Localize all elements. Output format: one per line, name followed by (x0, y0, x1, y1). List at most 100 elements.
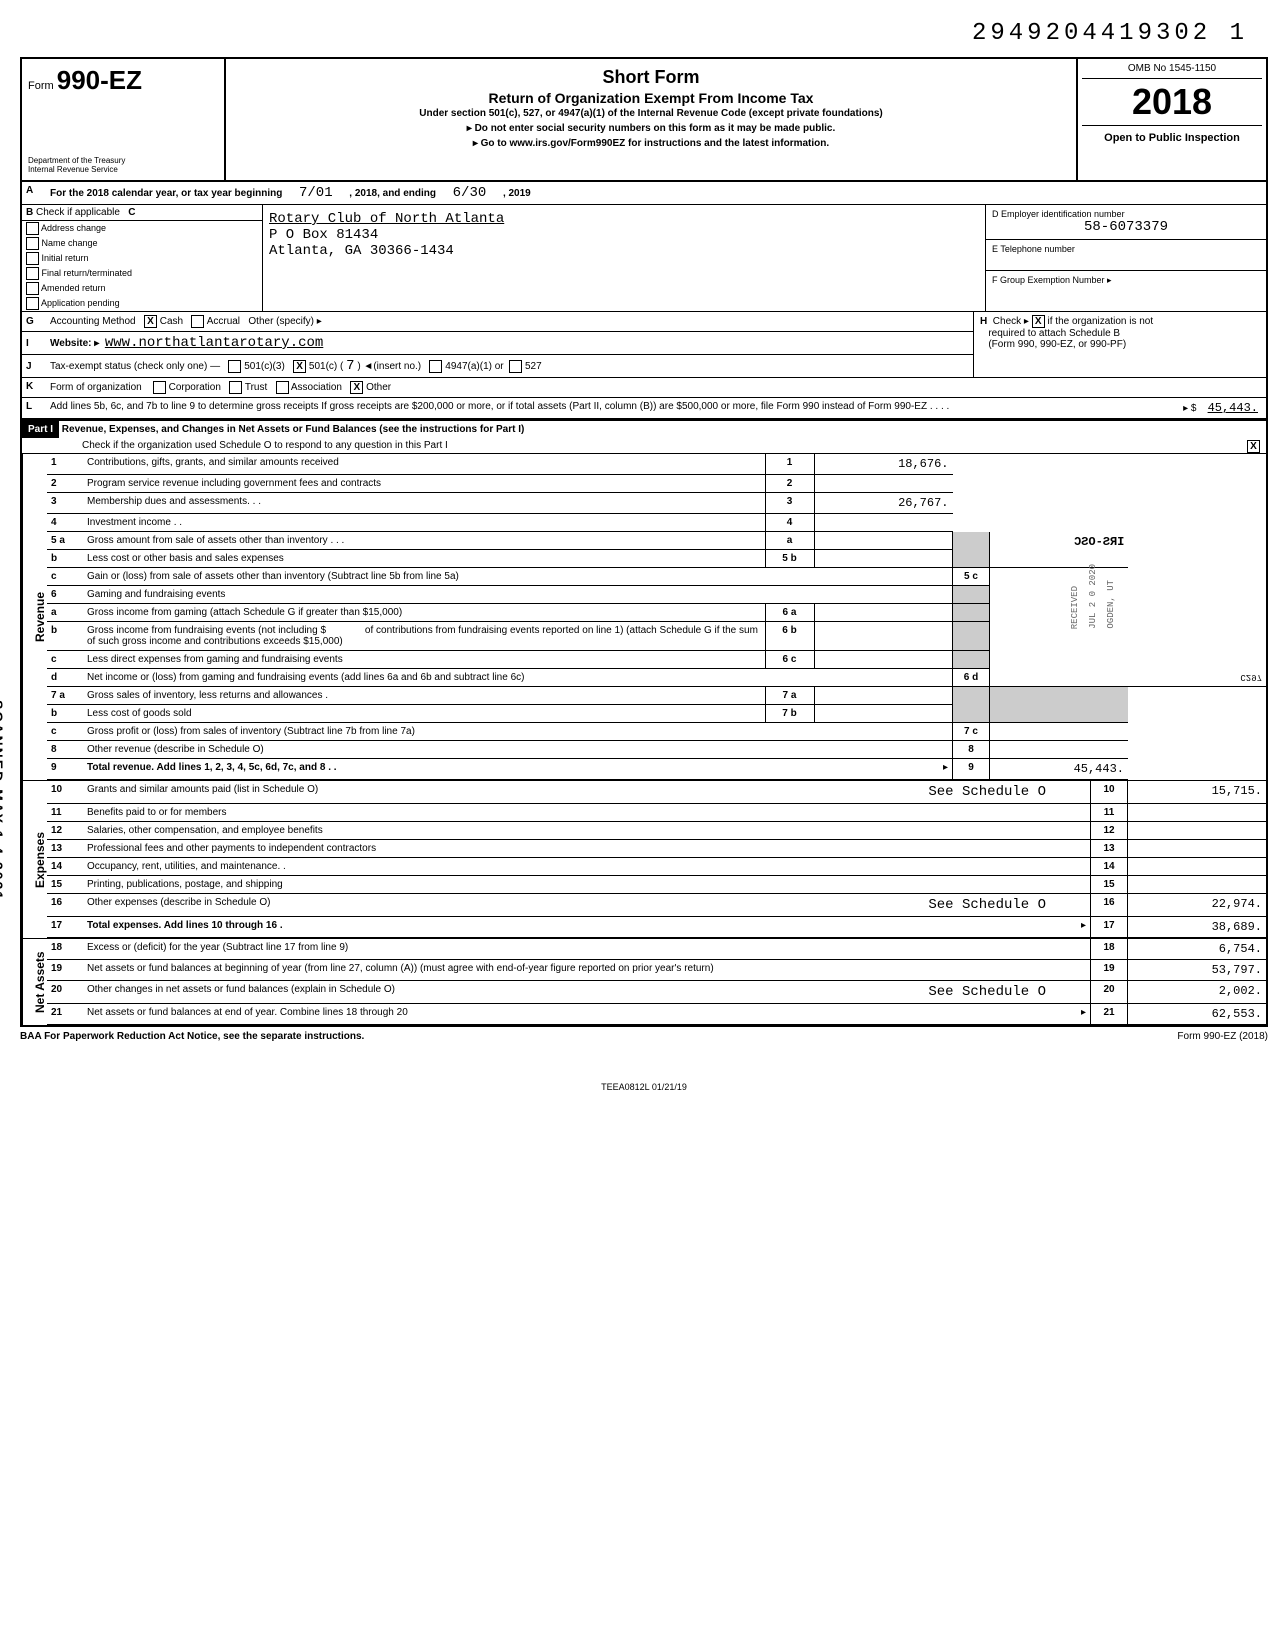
tax-year: 2018 (1082, 79, 1262, 126)
l6c-desc: Less direct expenses from gaming and fun… (83, 651, 765, 669)
cb-application-pending[interactable] (26, 297, 39, 310)
lbl-insert-suffix: ) ◄(insert no.) (357, 361, 421, 372)
lbl-501c: 501(c) ( (309, 361, 343, 372)
l18-box: 18 (1091, 939, 1128, 960)
cb-corporation[interactable] (153, 381, 166, 394)
l21-num: 21 (47, 1004, 83, 1025)
org-addr2: Atlanta, GA 30366-1434 (269, 243, 979, 259)
l13-box: 13 (1091, 840, 1128, 858)
letter-c: C (128, 207, 135, 218)
l6a-midval (814, 604, 953, 622)
cb-527[interactable] (509, 360, 522, 373)
l14-num: 14 (47, 858, 83, 876)
l9-amt: 45,443. (990, 759, 1129, 780)
line-j-label: Tax-exempt status (check only one) — (50, 361, 220, 372)
line-b-label: Check if applicable (36, 207, 120, 218)
cb-501c3[interactable] (228, 360, 241, 373)
cb-cash[interactable]: X (144, 315, 157, 328)
l21-desc: Net assets or fund balances at end of ye… (87, 1007, 408, 1018)
dept-treasury: Department of the Treasury (28, 156, 218, 165)
l8-amt (990, 741, 1129, 759)
title-note1: ▸ Do not enter social security numbers o… (232, 123, 1070, 134)
l5b-mid: 5 b (765, 550, 814, 568)
received-stamp: RECEIVED JUL 2 0 2020 OGDEN, UT (1069, 564, 1118, 633)
cb-4947[interactable] (429, 360, 442, 373)
l4-box: 4 (765, 514, 814, 532)
l15-desc: Printing, publications, postage, and shi… (83, 876, 1091, 894)
cb-address-change[interactable] (26, 222, 39, 235)
scanned-stamp: SCANNED MAY 1 4 2021 (0, 700, 6, 901)
org-addr1: P O Box 81434 (269, 227, 979, 243)
label-expenses: Expenses (22, 781, 47, 938)
lbl-501c3: 501(c)(3) (244, 361, 285, 372)
cb-schedule-o-part1[interactable]: X (1247, 440, 1260, 453)
l15-num: 15 (47, 876, 83, 894)
l7c-num: c (47, 723, 83, 741)
cb-name-change[interactable] (26, 237, 39, 250)
form-header: Form 990-EZ Department of the Treasury I… (22, 59, 1266, 182)
l6b-desc: Gross income from fundraising events (no… (83, 622, 765, 651)
l6d-box: 6 d (953, 669, 990, 687)
cb-initial-return[interactable] (26, 252, 39, 265)
l7c-amt (990, 723, 1129, 741)
l18-desc: Excess or (deficit) for the year (Subtra… (83, 939, 1091, 960)
cb-schedule-b[interactable]: X (1032, 315, 1045, 328)
l11-amt (1128, 804, 1267, 822)
form-number: 990-EZ (57, 65, 142, 95)
l3-num: 3 (47, 493, 83, 514)
l13-desc: Professional fees and other payments to … (83, 840, 1091, 858)
cb-501c[interactable]: X (293, 360, 306, 373)
part1-title: Revenue, Expenses, and Changes in Net As… (62, 424, 525, 435)
stamp-code: C297 (1240, 672, 1262, 682)
l6c-mid: 6 c (765, 651, 814, 669)
l5c-num: c (47, 568, 83, 586)
l10-box: 10 (1091, 781, 1128, 804)
l6d-num: d (47, 669, 83, 687)
l7b-mid: 7 b (765, 705, 814, 723)
lbl-corp: Corporation (169, 382, 221, 393)
ein-label: D Employer identification number (992, 209, 1260, 219)
line-h-text4: (Form 990, 990-EZ, or 990-PF) (988, 339, 1126, 350)
l6a-mid: 6 a (765, 604, 814, 622)
lbl-amended: Amended return (41, 283, 106, 293)
cb-final-return[interactable] (26, 267, 39, 280)
l5b-midval (814, 550, 953, 568)
footer-code: TEEA0812L 01/21/19 (20, 1082, 1268, 1092)
l6a-desc: Gross income from gaming (attach Schedul… (83, 604, 765, 622)
l21-amt: 62,553. (1128, 1004, 1267, 1025)
l7a-mid: 7 a (765, 687, 814, 705)
l5b-desc: Less cost or other basis and sales expen… (83, 550, 765, 568)
l18-num: 18 (47, 939, 83, 960)
l16-note: See Schedule O (928, 897, 1046, 913)
l7a-num: 7 a (47, 687, 83, 705)
l4-num: 4 (47, 514, 83, 532)
letter-l: L (22, 398, 46, 418)
l2-amt (814, 475, 953, 493)
cb-amended[interactable] (26, 282, 39, 295)
ein-value: 58-6073379 (992, 219, 1260, 235)
cb-association[interactable] (276, 381, 289, 394)
l14-desc: Occupancy, rent, utilities, and maintena… (83, 858, 1091, 876)
lbl-cash: Cash (160, 316, 183, 327)
cb-accrual[interactable] (191, 315, 204, 328)
l18-amt: 6,754. (1128, 939, 1267, 960)
l9-num: 9 (47, 759, 83, 780)
l10-desc: Grants and similar amounts paid (list in… (87, 784, 318, 795)
l3-amt: 26,767. (814, 493, 953, 514)
lbl-assoc: Association (291, 382, 342, 393)
l17-desc: Total expenses. Add lines 10 through 16 … (87, 920, 283, 931)
l20-amt: 2,002. (1128, 981, 1267, 1004)
l9-arrow: ▸ (943, 762, 948, 773)
l6b-midval (814, 622, 953, 651)
lbl-other: Other (366, 382, 391, 393)
l20-note: See Schedule O (928, 984, 1046, 1000)
irs-osc: IRS-OSC (1074, 535, 1124, 549)
l17-num: 17 (47, 917, 83, 938)
cb-trust[interactable] (229, 381, 242, 394)
l7b-midval (814, 705, 953, 723)
l12-amt (1128, 822, 1267, 840)
cb-other-org[interactable]: X (350, 381, 363, 394)
l6b-num: b (47, 622, 83, 651)
l5c-desc: Gain or (loss) from sale of assets other… (83, 568, 953, 586)
l9-desc: Total revenue. Add lines 1, 2, 3, 4, 5c,… (87, 762, 337, 773)
